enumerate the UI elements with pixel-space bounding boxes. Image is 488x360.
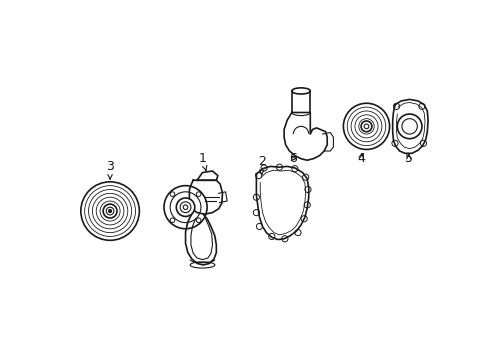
Text: 1: 1 <box>198 152 206 171</box>
Text: 6: 6 <box>289 152 297 165</box>
Text: 3: 3 <box>106 159 114 179</box>
Circle shape <box>176 198 194 216</box>
Circle shape <box>364 124 368 129</box>
Circle shape <box>108 210 111 213</box>
Circle shape <box>183 205 187 210</box>
Text: 4: 4 <box>356 152 365 165</box>
Text: 5: 5 <box>404 152 412 165</box>
Text: 2: 2 <box>257 155 265 175</box>
